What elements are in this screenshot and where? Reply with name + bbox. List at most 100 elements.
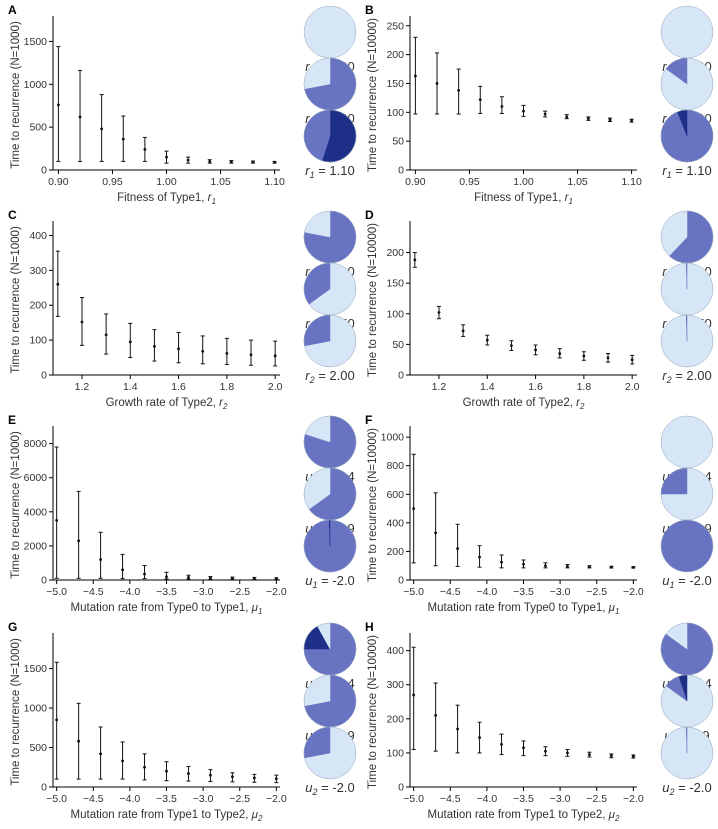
x-tick-label: −5.0 <box>46 586 67 598</box>
x-tick-label: −5.0 <box>46 793 67 805</box>
pie-chart <box>303 314 357 368</box>
pie-outline <box>660 314 714 368</box>
y-tick-label: 100 <box>29 335 47 347</box>
data-point <box>461 329 465 333</box>
data-point <box>187 576 190 579</box>
y-tick-label: 200 <box>29 300 47 312</box>
data-point <box>273 160 276 164</box>
y-tick-label: 1500 <box>24 36 48 48</box>
pie-chart <box>303 726 357 780</box>
pie-outline <box>303 519 357 573</box>
panel-B: B 0 50 100 150 200 250 0.90 0.95 1.00 1.05 1.10 Time… <box>365 3 714 206</box>
pie-chart <box>303 519 357 573</box>
data-point <box>485 338 489 342</box>
x-tick-label: 0.95 <box>459 176 480 188</box>
y-tick-label: 200 <box>386 49 404 61</box>
data-point <box>588 565 591 569</box>
y-tick-label: 1000 <box>381 432 405 444</box>
data-point <box>273 354 277 358</box>
y-tick-label: 200 <box>386 247 404 259</box>
x-tick-label: −2.0 <box>266 586 287 598</box>
data-point <box>153 344 156 348</box>
y-axis-title: Time to recurrence (N=10000) <box>367 428 379 582</box>
data-point <box>566 565 569 568</box>
x-tick-label: −2.5 <box>229 586 250 598</box>
data-point <box>143 572 146 576</box>
y-tick-label: 100 <box>386 747 404 759</box>
data-point <box>500 105 504 108</box>
data-point <box>456 727 459 731</box>
data-point <box>544 564 547 568</box>
y-tick-label: 150 <box>386 278 404 290</box>
data-point <box>456 547 459 550</box>
data-point <box>252 577 256 580</box>
pie-chart <box>660 314 714 368</box>
data-point <box>478 555 481 559</box>
data-point <box>99 752 102 756</box>
x-tick-label: 1.4 <box>480 381 495 393</box>
data-point <box>606 356 610 360</box>
data-point <box>209 773 212 777</box>
pie-chart <box>303 415 357 469</box>
data-point <box>80 320 84 324</box>
panel-C: C 0 100 200 300 400 1.2 1.4 1.6 1.8 2.0 Time to rec… <box>8 208 357 411</box>
x-tick-label: 1.8 <box>220 381 235 393</box>
x-tick-label: 1.8 <box>577 381 592 393</box>
data-point <box>274 777 278 781</box>
data-point <box>566 751 569 755</box>
x-tick-label: 1.6 <box>528 381 543 393</box>
panel-A: A 0 500 1000 1500 0.90 0.95 1.00 1.05 1.10 Time to… <box>8 3 357 206</box>
pie-slice <box>661 416 713 468</box>
x-tick-label: 2.0 <box>625 381 640 393</box>
pie-label: r1 = 1.10 <box>305 163 354 180</box>
y-axis-title: Time to recurrence (N=1000) <box>10 638 22 786</box>
pie-chart <box>303 210 357 264</box>
y-tick-label: 600 <box>386 489 404 501</box>
data-point <box>510 344 513 348</box>
x-tick-label: 1.00 <box>156 176 177 188</box>
pie-outline <box>660 109 714 163</box>
y-tick-label: 150 <box>386 78 404 90</box>
x-tick-label: −4.0 <box>477 586 498 598</box>
y-tick-label: 8000 <box>24 438 48 450</box>
x-tick-label: −4.5 <box>440 793 461 805</box>
pie-chart <box>660 415 714 469</box>
data-point <box>104 333 108 337</box>
y-tick-label: 200 <box>386 713 404 725</box>
y-axis-title: Time to recurrence (N=1000) <box>10 21 22 169</box>
pie-chart <box>660 210 714 264</box>
data-point <box>543 112 547 116</box>
data-point <box>78 115 82 119</box>
data-point <box>55 718 59 722</box>
pie-label: u2 = -2.0 <box>662 780 711 797</box>
data-point <box>534 348 537 352</box>
data-point <box>121 137 125 141</box>
y-tick-label: 400 <box>29 230 47 242</box>
x-tick-label: −3.5 <box>156 586 177 598</box>
y-tick-label: 100 <box>386 308 404 320</box>
data-point <box>208 160 212 163</box>
pie-chart <box>303 57 357 111</box>
data-point <box>478 736 481 739</box>
data-point <box>121 759 124 763</box>
pie-chart <box>303 262 357 316</box>
panel-letter: A <box>8 3 17 17</box>
x-tick-label: 2.0 <box>268 381 283 393</box>
data-point <box>57 103 60 107</box>
x-tick-label: 0.90 <box>405 176 426 188</box>
pie-outline <box>660 726 714 780</box>
x-tick-label: −2.5 <box>229 793 250 805</box>
data-point <box>500 560 503 564</box>
x-tick-label: −5.0 <box>403 793 424 805</box>
panel-letter: E <box>8 413 16 427</box>
pie-label: r2 = 2.00 <box>662 368 711 385</box>
pie-chart <box>303 467 357 521</box>
data-point <box>630 118 633 122</box>
data-point <box>100 127 104 131</box>
y-tick-label: 200 <box>386 546 404 558</box>
data-point <box>478 98 482 102</box>
data-point <box>121 568 124 572</box>
y-axis-title: Time to recurrence (N=1000) <box>10 431 22 579</box>
data-point <box>412 507 416 510</box>
data-point <box>588 753 591 757</box>
